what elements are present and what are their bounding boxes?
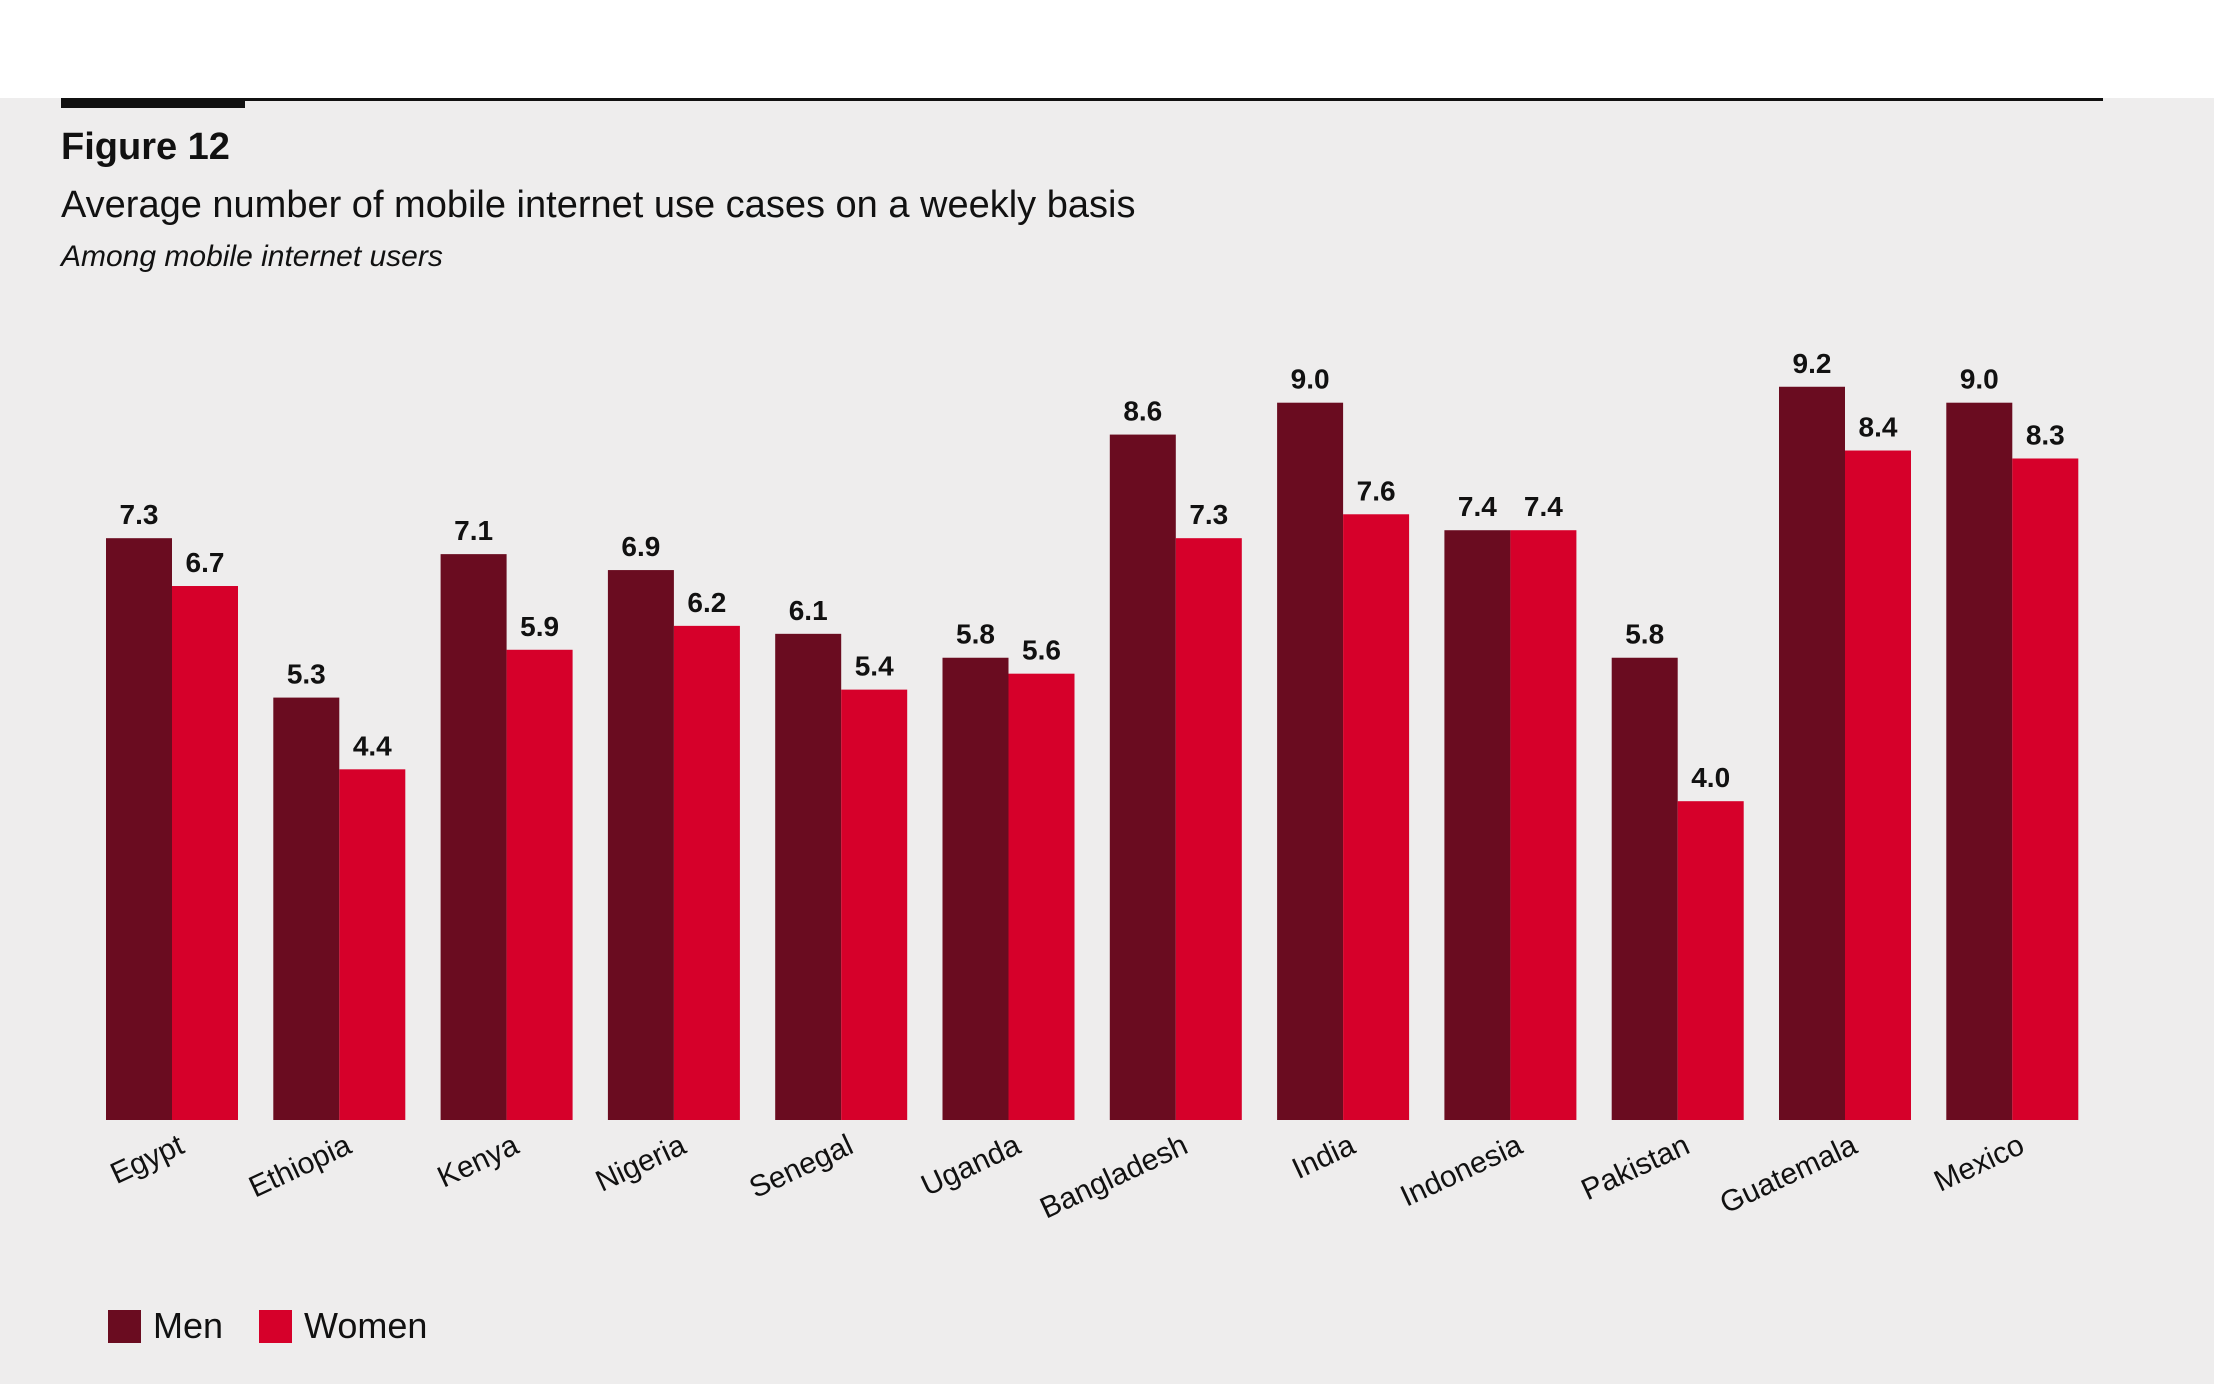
category-label-senegal: Senegal — [744, 1128, 858, 1204]
chart-subtitle: Among mobile internet users — [61, 240, 443, 273]
legend-label-men: Men — [153, 1305, 224, 1346]
value-label-pakistan-men: 5.8 — [1625, 619, 1664, 650]
value-label-indonesia-women: 7.4 — [1524, 491, 1563, 522]
top-rule-accent — [61, 98, 245, 108]
category-label-indonesia: Indonesia — [1395, 1128, 1527, 1213]
legend-label-women: Women — [304, 1305, 428, 1346]
bar-nigeria-women — [673, 625, 740, 1120]
value-label-pakistan-women: 4.0 — [1691, 762, 1730, 793]
category-label-uganda: Uganda — [916, 1128, 1025, 1202]
category-label-bangladesh: Bangladesh — [1035, 1128, 1193, 1225]
category-label-kenya: Kenya — [433, 1128, 524, 1194]
value-label-kenya-men: 7.1 — [454, 515, 493, 546]
category-label-mexico: Mexico — [1929, 1128, 2029, 1198]
bar-india-men — [1277, 402, 1344, 1120]
value-label-bangladesh-women: 7.3 — [1189, 499, 1228, 530]
bar-uganda-women — [1008, 673, 1075, 1120]
legend-item-women: Women — [259, 1305, 427, 1347]
value-label-senegal-women: 5.4 — [855, 651, 894, 682]
category-label-pakistan: Pakistan — [1576, 1128, 1694, 1207]
category-label-nigeria: Nigeria — [591, 1128, 691, 1198]
figure-label: Figure 12 — [61, 126, 230, 168]
legend-swatch-men — [108, 1309, 141, 1343]
value-label-egypt-men: 7.3 — [120, 499, 159, 530]
legend-item-men: Men — [108, 1305, 223, 1347]
bar-indonesia-men — [1444, 530, 1511, 1120]
bar-india-women — [1343, 514, 1410, 1120]
bar-mexico-women — [2012, 458, 2079, 1120]
bar-bangladesh-men — [1109, 434, 1176, 1121]
category-label-india: India — [1287, 1128, 1360, 1186]
bar-mexico-men — [1946, 402, 2013, 1120]
value-label-indonesia-men: 7.4 — [1458, 491, 1497, 522]
category-label-guatemala: Guatemala — [1715, 1128, 1862, 1220]
value-label-mexico-men: 9.0 — [1960, 364, 1999, 395]
legend-swatch-women — [259, 1309, 293, 1343]
value-label-nigeria-women: 6.2 — [687, 587, 726, 618]
bar-ethiopia-women — [339, 769, 406, 1120]
value-label-bangladesh-men: 8.6 — [1123, 396, 1162, 427]
value-label-senegal-men: 6.1 — [789, 595, 828, 626]
value-label-kenya-women: 5.9 — [520, 611, 559, 642]
category-label-egypt: Egypt — [105, 1128, 189, 1191]
bar-guatemala-men — [1779, 386, 1845, 1120]
bar-senegal-women — [841, 689, 908, 1120]
chart-title: Average number of mobile internet use ca… — [61, 184, 1136, 226]
value-label-ethiopia-men: 5.3 — [287, 659, 326, 690]
value-label-egypt-women: 6.7 — [186, 547, 225, 578]
bar-nigeria-men — [607, 570, 674, 1120]
bar-pakistan-men — [1611, 657, 1678, 1120]
bar-bangladesh-women — [1175, 538, 1242, 1120]
value-label-ethiopia-women: 4.4 — [353, 730, 392, 761]
bar-indonesia-women — [1510, 530, 1577, 1120]
value-label-india-women: 7.6 — [1357, 475, 1396, 506]
bar-kenya-women — [506, 649, 573, 1120]
legend: Men Women — [108, 1305, 463, 1347]
value-label-guatemala-women: 8.4 — [1859, 412, 1898, 443]
bar-egypt-men — [106, 538, 172, 1120]
bar-senegal-men — [775, 633, 842, 1120]
bar-pakistan-women — [1677, 801, 1744, 1120]
bar-ethiopia-men — [273, 697, 340, 1120]
bar-kenya-men — [440, 554, 507, 1120]
value-label-guatemala-men: 9.2 — [1793, 348, 1832, 379]
bar-uganda-men — [942, 657, 1009, 1120]
bar-egypt-women — [172, 586, 238, 1120]
value-label-mexico-women: 8.3 — [2026, 419, 2065, 450]
value-label-uganda-men: 5.8 — [956, 619, 995, 650]
bar-guatemala-women — [1845, 450, 1911, 1120]
value-label-uganda-women: 5.6 — [1022, 635, 1061, 666]
value-label-india-men: 9.0 — [1291, 364, 1330, 395]
top-rule — [61, 98, 2103, 101]
value-label-nigeria-men: 6.9 — [621, 531, 660, 562]
category-label-ethiopia: Ethiopia — [244, 1128, 356, 1204]
